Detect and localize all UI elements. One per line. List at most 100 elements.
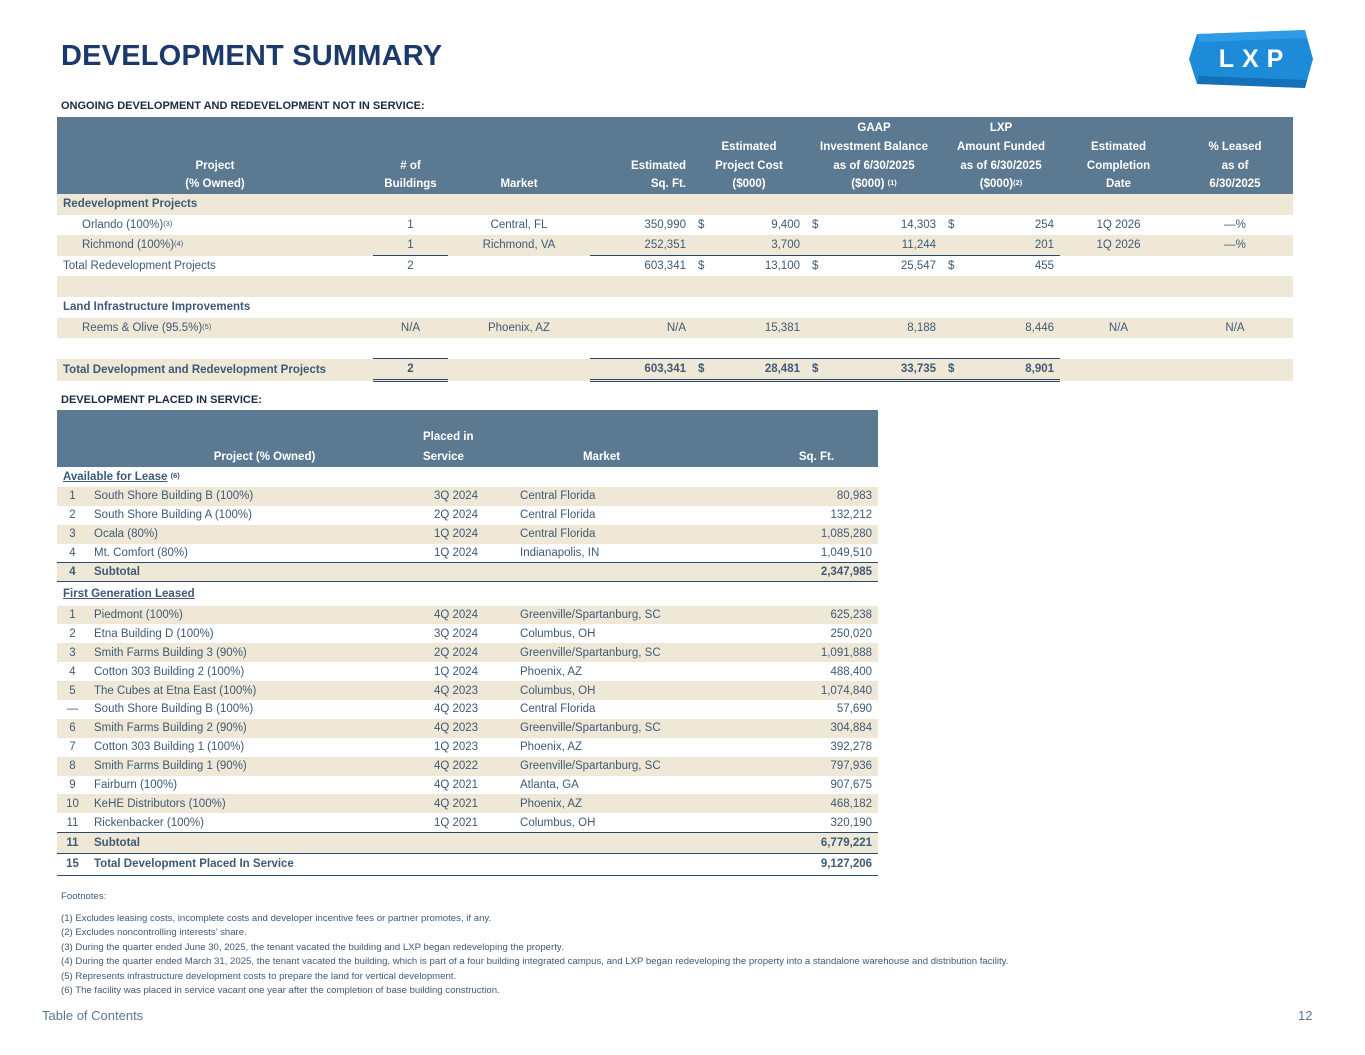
project-name: Fairburn (100%): [88, 776, 398, 795]
table-row: Reems & Olive (95.5%)(5) N/A Phoenix, AZ…: [57, 318, 1293, 339]
total-label: Total Development and Redevelopment Proj…: [57, 359, 373, 381]
lxp-funded: 201: [960, 235, 1060, 256]
footnote: (1) Excludes leasing costs, incomplete c…: [61, 912, 1008, 927]
placed-in-service: 4Q 2023: [398, 719, 514, 738]
col-placed-in-service: Placed in Service: [398, 410, 514, 467]
table-row: 8 Smith Farms Building 1 (90%) 4Q 2022 G…: [57, 757, 878, 776]
row-number: 4: [57, 563, 88, 582]
project-name: Smith Farms Building 1 (90%): [88, 757, 398, 776]
market: Central Florida: [514, 525, 743, 544]
placed-in-service: 4Q 2023: [398, 700, 514, 719]
project-cost: 28,481: [710, 359, 806, 381]
currency: $: [692, 256, 710, 277]
leased-pct: N/A: [1177, 318, 1293, 339]
placed-in-service: 1Q 2023: [398, 738, 514, 757]
project-name: Smith Farms Building 3 (90%): [88, 643, 398, 662]
row-number: 7: [57, 738, 88, 757]
row-number: 11: [57, 832, 88, 853]
row-number: 10: [57, 794, 88, 813]
gaap-balance: 11,244: [824, 235, 942, 256]
sqft: 80,983: [743, 487, 878, 506]
table-row: 4 Mt. Comfort (80%) 1Q 2024 Indianapolis…: [57, 544, 878, 563]
table-row: 5 The Cubes at Etna East (100%) 4Q 2023 …: [57, 681, 878, 700]
table-row: Richmond (100%)(4) 1 Richmond, VA 252,35…: [57, 235, 1293, 256]
project-name: Ocala (80%): [88, 525, 398, 544]
market: Central Florida: [514, 506, 743, 525]
buildings: 2: [373, 256, 448, 277]
sqft: 1,091,888: [743, 643, 878, 662]
row-number: —: [57, 700, 88, 719]
market: Greenville/Spartanburg, SC: [514, 643, 743, 662]
currency: $: [806, 359, 824, 381]
placed-in-service: 4Q 2023: [398, 681, 514, 700]
table-of-contents-link[interactable]: Table of Contents: [42, 1008, 143, 1023]
sqft: 6,779,221: [743, 832, 878, 853]
placed-in-service: 1Q 2024: [398, 662, 514, 681]
grand-total-row: Total Development and Redevelopment Proj…: [57, 359, 1293, 381]
market: Central Florida: [514, 487, 743, 506]
first-gen-subtotal-row: 11 Subtotal 6,779,221: [57, 832, 878, 853]
table-row: 3 Ocala (80%) 1Q 2024 Central Florida 1,…: [57, 525, 878, 544]
completion-date: 1Q 2026: [1060, 235, 1177, 256]
row-number: 4: [57, 544, 88, 563]
project-name: Mt. Comfort (80%): [88, 544, 398, 563]
col-market: Market: [448, 117, 590, 194]
project-name: Reems & Olive (95.5%): [82, 322, 202, 334]
currency: [806, 235, 824, 256]
subtotal-label: Subtotal: [88, 832, 398, 853]
buildings: N/A: [373, 318, 448, 339]
page-title: DEVELOPMENT SUMMARY: [61, 40, 442, 73]
section-label: Redevelopment Projects: [57, 194, 373, 215]
redevelopment-section-row: Redevelopment Projects: [57, 194, 1293, 215]
market: Central, FL: [448, 215, 590, 236]
market: Phoenix, AZ: [448, 318, 590, 339]
row-number: 2: [57, 624, 88, 643]
market: Columbus, OH: [514, 813, 743, 832]
currency: $: [692, 215, 710, 236]
currency: $: [806, 215, 824, 236]
row-number: 11: [57, 813, 88, 832]
completion-date: 1Q 2026: [1060, 215, 1177, 236]
market: Indianapolis, IN: [514, 544, 743, 563]
currency: $: [692, 359, 710, 381]
sqft: 1,049,510: [743, 544, 878, 563]
sqft: N/A: [590, 318, 692, 339]
table-row: 9 Fairburn (100%) 4Q 2021 Atlanta, GA 90…: [57, 776, 878, 795]
table-row: 3 Smith Farms Building 3 (90%) 2Q 2024 G…: [57, 643, 878, 662]
page-number: 12: [1298, 1008, 1312, 1023]
group-label: First Generation Leased: [63, 588, 195, 600]
group-label: Available for Lease: [63, 471, 167, 483]
completion-date: N/A: [1060, 318, 1177, 339]
project-name: South Shore Building B (100%): [88, 487, 398, 506]
currency: $: [942, 359, 960, 381]
row-number: 5: [57, 681, 88, 700]
col-project: Project (% Owned): [57, 117, 373, 194]
row-number: 3: [57, 525, 88, 544]
currency: $: [942, 215, 960, 236]
market: Phoenix, AZ: [514, 738, 743, 757]
table-row: — South Shore Building B (100%) 4Q 2023 …: [57, 700, 878, 719]
project-name: Smith Farms Building 2 (90%): [88, 719, 398, 738]
gaap-balance: 25,547: [824, 256, 942, 277]
logo-text: LXP: [1189, 30, 1313, 88]
footnote: (4) During the quarter ended March 31, 2…: [61, 955, 1008, 970]
gaap-balance: 14,303: [824, 215, 942, 236]
table-row: 7 Cotton 303 Building 1 (100%) 1Q 2023 P…: [57, 738, 878, 757]
total-label: Total Redevelopment Projects: [57, 256, 373, 277]
subtotal-label: Subtotal: [88, 563, 398, 582]
row-number: 4: [57, 662, 88, 681]
sqft: 350,990: [590, 215, 692, 236]
sqft: 797,936: [743, 757, 878, 776]
table-row: 10 KeHE Distributors (100%) 4Q 2021 Phoe…: [57, 794, 878, 813]
market: Central Florida: [514, 700, 743, 719]
project-name: Cotton 303 Building 2 (100%): [88, 662, 398, 681]
col-gaap-balance: GAAP Investment Balance as of 6/30/2025 ($0…: [806, 117, 942, 194]
project-name: Etna Building D (100%): [88, 624, 398, 643]
lxp-logo: LXP: [1189, 30, 1313, 88]
project-name: KeHE Distributors (100%): [88, 794, 398, 813]
col-project: Project (% Owned): [57, 410, 398, 467]
placed-in-service-table: Project (% Owned) Placed in Service Marke…: [57, 410, 878, 876]
footnotes: Footnotes: (1) Excludes leasing costs, i…: [61, 890, 1008, 999]
footnote: (5) Represents infrastructure developmen…: [61, 970, 1008, 985]
sqft: 603,341: [590, 359, 692, 381]
